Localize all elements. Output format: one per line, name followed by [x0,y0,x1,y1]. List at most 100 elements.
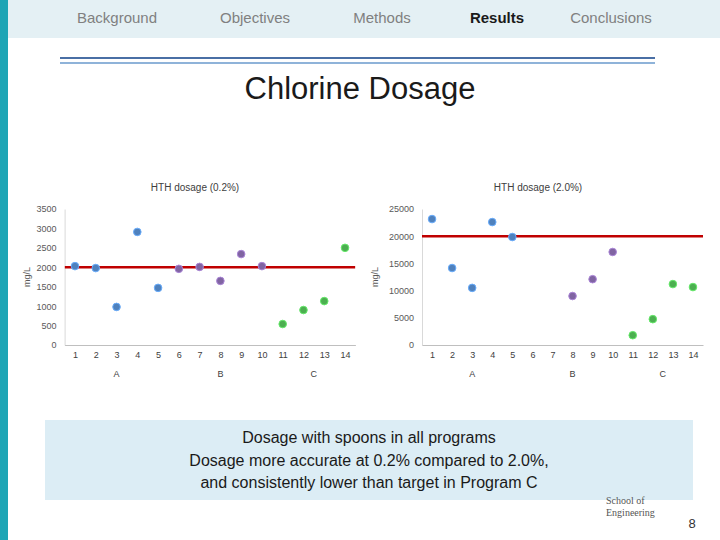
x-tick: 8 [218,345,223,360]
x-tick: 6 [530,345,535,360]
y-tick-label: 25000 [389,204,414,214]
y-tick: 0 [409,340,422,350]
data-point [689,283,697,291]
x-tick-label: 4 [490,350,495,360]
y-tick: 500 [42,321,65,331]
x-tick: 13 [668,345,678,360]
x-tick-label: 7 [198,350,203,360]
nav-item[interactable]: Methods [353,9,411,26]
y-axis-title: mg/L [370,267,380,287]
x-tick-label: 13 [320,350,330,360]
x-tick: 6 [177,345,182,360]
x-tick: 1 [73,345,78,360]
chart: HTH dosage (0.2%)mg/L0500100015002000250… [22,182,356,379]
x-tick: 11 [629,345,638,360]
x-axis: 1234567891011121314 [423,345,704,360]
data-point [258,262,266,270]
data-point [428,215,436,223]
x-tick-label: 1 [73,350,78,360]
side-bar [0,0,8,540]
x-tick-label: 5 [156,350,161,360]
data-point [341,244,349,252]
data-point [154,284,162,292]
x-tick-label: 12 [299,350,309,360]
group-label: A [469,369,475,379]
x-tick-label: 6 [177,350,182,360]
x-tick: 7 [550,345,555,360]
logo-text: School of [606,495,645,506]
slide: Background Objectives Methods Results Conclu… [0,0,720,540]
y-tick-label: 5000 [394,313,414,323]
data-point [488,218,496,226]
chart-title: HTH dosage (2.0%) [494,182,582,193]
heading: Chlorine Dosage [245,71,476,106]
x-tick-label: 11 [629,350,638,360]
plot-area [65,228,356,328]
data-point [629,331,637,339]
x-tick: 3 [115,345,120,360]
y-tick: 25000 [389,204,422,214]
y-tick-label: 1500 [37,282,57,292]
background [0,0,720,540]
y-tick-label: 3000 [37,224,57,234]
y-axis: 0500010000150002000025000 [389,204,423,350]
x-tick-label: 7 [550,350,555,360]
x-tick-label: 13 [668,350,678,360]
x-tick: 4 [490,345,495,360]
x-tick-label: 8 [571,350,576,360]
x-tick-label: 1 [430,350,435,360]
nav-item[interactable]: Background [77,9,157,26]
y-tick: 5000 [394,313,422,323]
x-tick: 12 [648,345,658,360]
chart: HTH dosage (2.0%)mg/L0500010000150002000… [370,182,704,379]
caption-line: Dosage more accurate at 0.2% compared to… [189,452,548,469]
nav-item[interactable]: Objectives [220,9,290,26]
data-point [217,277,225,285]
y-tick-label: 1000 [37,302,57,312]
data-point [71,262,79,270]
data-point [569,292,577,300]
x-tick-label: 9 [591,350,596,360]
x-tick: 9 [591,345,596,360]
page-number: 8 [688,516,695,531]
data-point [134,228,142,236]
data-point [196,263,204,271]
x-tick: 8 [571,345,576,360]
x-tick: 5 [156,345,161,360]
x-tick: 14 [341,345,351,360]
nav-item[interactable]: Results [470,9,524,26]
y-tick: 1500 [37,282,65,292]
x-tick: 3 [470,345,475,360]
y-tick-label: 20000 [389,232,414,242]
y-tick-label: 500 [42,321,57,331]
x-tick-label: 11 [279,350,288,360]
y-tick: 2500 [37,243,65,253]
group-label: B [570,369,576,379]
x-tick-label: 5 [510,350,515,360]
group-label: C [660,369,667,379]
plot-area [422,215,703,339]
x-tick: 10 [257,345,267,360]
x-tick: 4 [135,345,140,360]
caption-line: and consistently lower than target in Pr… [200,474,537,491]
group-label: C [311,369,318,379]
chart-title: HTH dosage (0.2%) [151,182,239,193]
data-point [300,306,308,314]
x-tick: 12 [299,345,309,360]
data-point [589,275,597,283]
x-tick: 11 [279,345,288,360]
heading-rule [60,57,655,59]
nav-item[interactable]: Conclusions [570,9,652,26]
data-point [113,303,121,311]
x-tick-label: 10 [608,350,618,360]
x-tick-label: 2 [94,350,99,360]
data-point [279,320,287,328]
data-point [509,233,517,241]
y-tick: 3000 [37,224,65,234]
x-tick: 7 [198,345,203,360]
nav-bar [8,0,720,38]
y-tick: 15000 [389,259,422,269]
y-tick-label: 0 [52,340,57,350]
x-tick: 2 [94,345,99,360]
group-label: B [217,369,223,379]
